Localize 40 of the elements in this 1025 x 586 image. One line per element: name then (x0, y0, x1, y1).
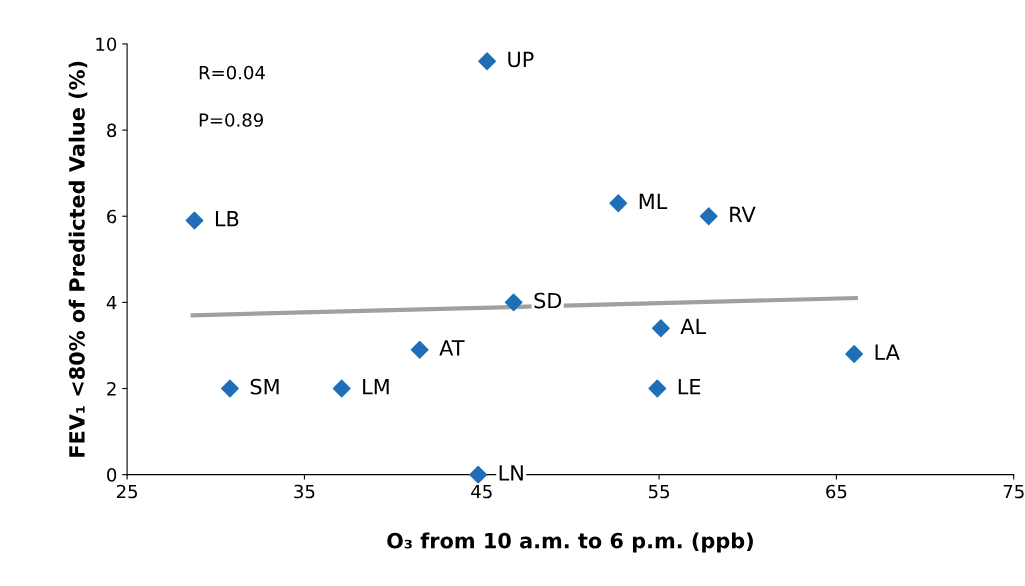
y-tick-label: 8 (107, 123, 117, 138)
annotation: R=0.04 (199, 65, 265, 80)
y-tick-label: 2 (107, 381, 116, 396)
annotation: UP (508, 51, 534, 68)
point (845, 345, 864, 363)
y-tick-label: 4 (106, 296, 117, 310)
point (332, 379, 351, 398)
y-tick-label: 10 (96, 37, 117, 52)
annotation: SM (250, 378, 279, 395)
point (651, 319, 670, 338)
annotation: AT (439, 340, 465, 356)
y-tick-label: 6 (107, 209, 117, 224)
point (221, 379, 239, 398)
point (648, 379, 667, 398)
point (609, 194, 628, 213)
annotation: LB (215, 211, 239, 227)
x-axis-title: O₃ from 10 a.m. to 6 p.m. (ppb) (387, 532, 753, 553)
annotation: LE (678, 379, 701, 395)
annotation: LA (875, 344, 900, 360)
point (699, 207, 718, 226)
x-tick-label: 35 (294, 484, 315, 499)
point (410, 340, 429, 359)
annotation: LN (499, 465, 523, 481)
x-tick-label: 65 (826, 484, 847, 499)
point (469, 465, 488, 484)
x-tick-label: 45 (471, 484, 492, 499)
x-tick-label: 55 (648, 484, 669, 499)
annotation: LM (363, 379, 389, 395)
annotation: RV (730, 206, 756, 222)
x-tick-label: 75 (1003, 484, 1024, 499)
x-tick-label: 25 (116, 484, 138, 499)
y-axis-title: FEV₁ <80% of Predicted Value (%) (68, 61, 88, 457)
y-tick-label: 0 (107, 468, 117, 482)
point (185, 211, 204, 230)
annotation: SD (534, 292, 562, 309)
point (478, 52, 496, 71)
annotation: AL (680, 318, 707, 334)
annotation: P=0.89 (199, 113, 263, 127)
point (504, 293, 523, 312)
annotation: ML (639, 193, 668, 210)
